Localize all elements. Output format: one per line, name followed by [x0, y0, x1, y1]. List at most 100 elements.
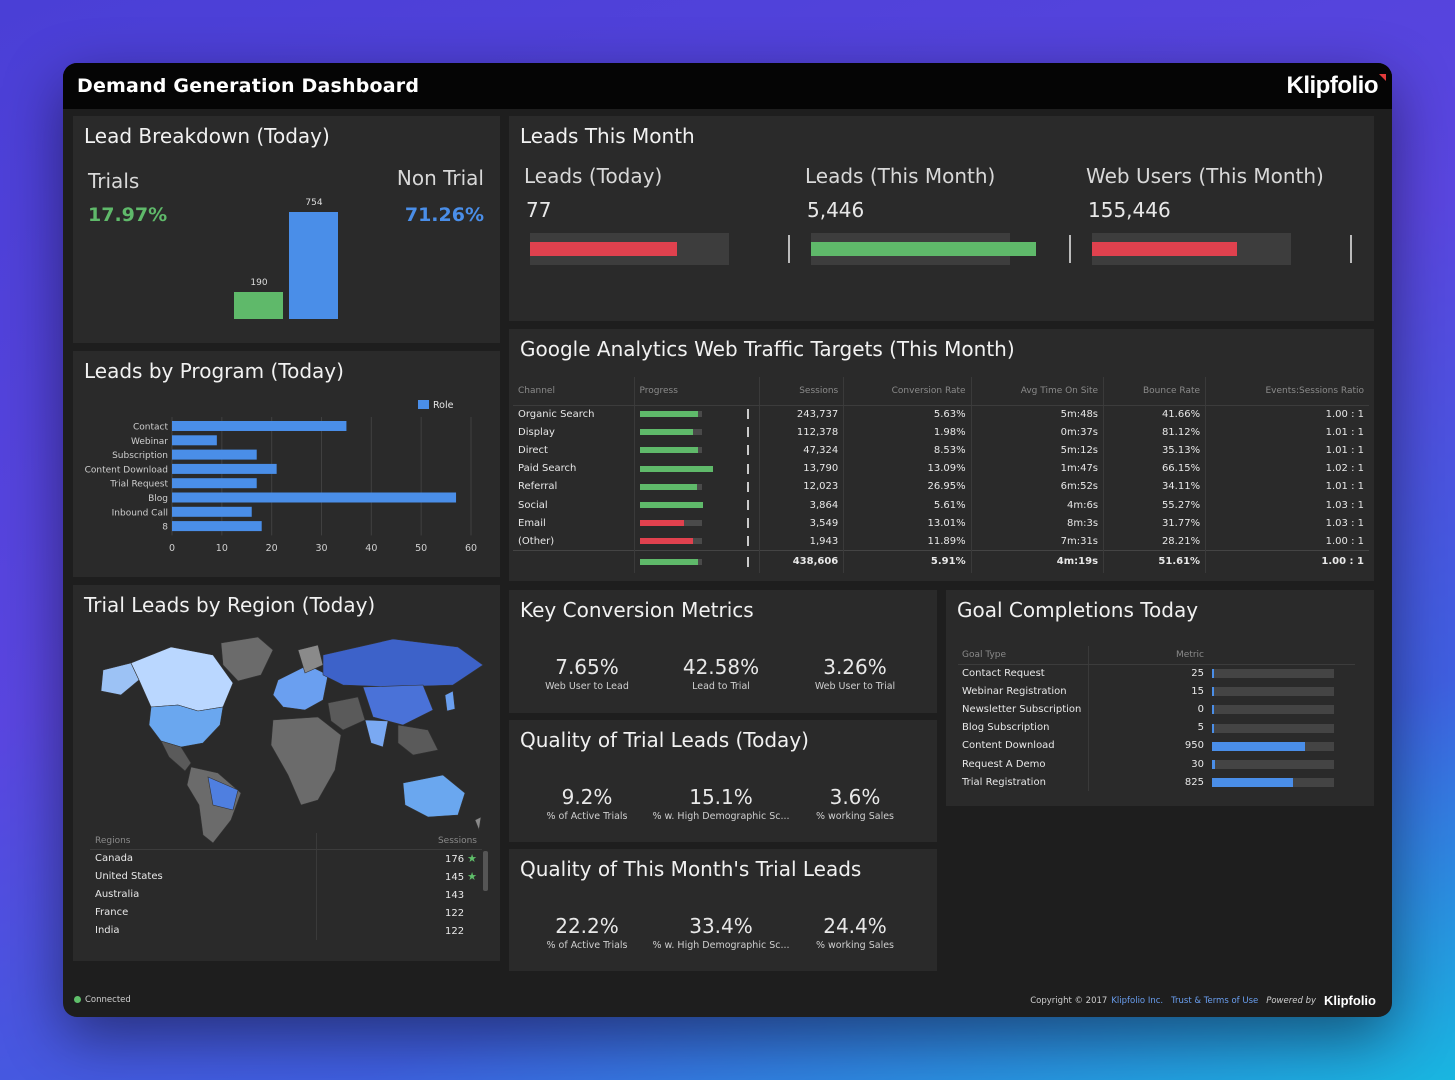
leads-metric-value: 77: [526, 198, 552, 222]
table-row[interactable]: Display 112,378 1.98% 0m:37s 81.12% 1.01 : 1: [513, 423, 1369, 442]
ratio-cell: 1.02 : 1: [1325, 463, 1364, 475]
map-region-australia[interactable]: [402, 774, 466, 818]
category-label: 8: [162, 523, 168, 533]
map-region-africa[interactable]: [270, 716, 342, 806]
program-bar[interactable]: [172, 435, 217, 446]
progress-cell: [634, 405, 760, 424]
region-sessions: 143: [445, 889, 465, 901]
col-header-bar: [1208, 646, 1355, 665]
category-label: Contact: [133, 423, 168, 433]
leads-by-program-panel: Leads by Program (Today) 0 10 20 30 40 50 60 Co…: [73, 351, 500, 577]
terms-link[interactable]: Trust & Terms of Use: [1171, 995, 1259, 1006]
col-header-avg-time[interactable]: Avg Time On Site: [971, 377, 1105, 406]
map-region-india[interactable]: [364, 719, 389, 748]
table-row[interactable]: (Other) 1,943 11.89% 7m:31s 28.21% 1.00 : 1: [513, 532, 1369, 551]
goal-bar-cell: [1208, 755, 1355, 773]
program-bar[interactable]: [172, 463, 277, 474]
table-row[interactable]: Paid Search 13,790 13.09% 1m:47s 66.15% 1.02 …: [513, 459, 1369, 478]
metric-value: 22.2%: [555, 914, 619, 938]
goal-bar-track: [1212, 669, 1334, 679]
table-row[interactable]: Request A Demo 30: [958, 754, 1355, 774]
col-header-bounce[interactable]: Bounce Rate: [1103, 377, 1207, 406]
map-region-europe[interactable]: [272, 664, 329, 711]
goal-bar-cell: [1208, 682, 1355, 700]
map-region-middle-east[interactable]: [327, 696, 366, 731]
table-row[interactable]: Newsletter Subscription 0: [958, 700, 1355, 719]
table-row[interactable]: Canada 176 ★: [90, 849, 482, 868]
col-header-sessions[interactable]: Sessions: [316, 833, 482, 850]
star-icon: ★: [467, 869, 477, 883]
table-row[interactable]: United States 145 ★: [90, 867, 482, 886]
table-row[interactable]: Blog Subscription 5: [958, 718, 1355, 737]
col-header-regions[interactable]: Regions: [90, 833, 317, 850]
map-region-new-zealand[interactable]: [474, 816, 482, 832]
map-region-japan[interactable]: [444, 690, 456, 712]
map-region-brazil[interactable]: [207, 776, 239, 811]
table-row[interactable]: Organic Search 243,737 5.63% 5m:48s 41.66% 1.…: [513, 405, 1369, 424]
program-bar[interactable]: [172, 492, 457, 503]
progress-bar: [639, 556, 750, 567]
program-bar[interactable]: [172, 421, 347, 431]
ratio-cell: 1.03 : 1: [1325, 499, 1364, 511]
ga-total-row[interactable]: 438,606 5.91% 4m:19s 51.61% 1.00 : 1: [513, 550, 1369, 573]
col-header-channel[interactable]: Channel: [513, 377, 635, 406]
channel-cell: (Other): [513, 532, 635, 551]
sessions-cell: 112,378: [759, 423, 845, 442]
table-row[interactable]: Email 3,549 13.01% 8m:3s 31.77% 1.03 : 1: [513, 514, 1369, 533]
progress-fill: [639, 558, 699, 565]
metric: 24.4% % working Sales: [785, 914, 925, 951]
region-sessions-cell: 145 ★: [316, 867, 482, 885]
lead-breakdown-bar[interactable]: [234, 292, 283, 319]
col-header-progress[interactable]: Progress: [634, 377, 760, 406]
program-bar[interactable]: [172, 521, 262, 532]
col-header-sessions[interactable]: Sessions: [759, 377, 845, 406]
map-region-alaska[interactable]: [100, 662, 140, 696]
channel-cell: Organic Search: [513, 405, 635, 424]
goal-bar-cell: [1208, 737, 1355, 755]
table-row[interactable]: Content Download 950: [958, 736, 1355, 755]
map-region-greenland[interactable]: [220, 636, 274, 682]
sessions-cell: 13,790: [759, 459, 845, 478]
program-bar[interactable]: [172, 478, 257, 489]
program-bar[interactable]: [172, 449, 257, 460]
table-row[interactable]: Trial Registration 825: [958, 773, 1355, 792]
progress-target-marker: [746, 481, 749, 492]
program-bar[interactable]: [172, 506, 252, 517]
map-region-united-states[interactable]: [148, 704, 224, 748]
col-header-goal-type[interactable]: Goal Type: [958, 646, 1089, 665]
table-row[interactable]: Webinar Registration 15: [958, 682, 1355, 701]
status-dot-icon: [74, 996, 81, 1003]
dashboard-title: Demand Generation Dashboard: [77, 75, 420, 97]
map-region-russia[interactable]: [322, 638, 484, 688]
leads-progress-fill: [811, 242, 1036, 256]
goal-bar: [1212, 704, 1334, 715]
table-row[interactable]: Direct 47,324 8.53% 5m:12s 35.13% 1.01 : 1: [513, 441, 1369, 460]
map-region-southeast-asia[interactable]: [397, 724, 439, 756]
sessions-cell: 243,737: [759, 405, 845, 424]
col-header-conversion[interactable]: Conversion Rate: [843, 377, 972, 406]
time-cell: 5m:12s: [971, 441, 1105, 460]
table-row[interactable]: Social 3,864 5.61% 4m:6s 55.27% 1.03 : 1: [513, 495, 1369, 515]
progress-cell: [634, 495, 760, 515]
world-map[interactable]: [73, 625, 500, 855]
bar-value-label: 190: [250, 278, 268, 289]
map-region-central-america[interactable]: [160, 740, 192, 772]
regions-scrollbar[interactable]: [483, 851, 488, 891]
col-header-ratio[interactable]: Events:Sessions Ratio: [1205, 377, 1369, 406]
col-header-metric[interactable]: Metric: [1088, 646, 1208, 665]
panel-title: Leads This Month: [520, 124, 695, 148]
company-link[interactable]: Klipfolio Inc.: [1111, 995, 1164, 1006]
quality-today-panel: Quality of Trial Leads (Today) 9.2% % of …: [509, 720, 937, 842]
time-cell: 7m:31s: [971, 532, 1105, 551]
regions-table: Regions Sessions Canada 176 ★ United States…: [90, 833, 482, 940]
table-row[interactable]: Referral 12,023 26.95% 6m:52s 34.11% 1.01 : 1: [513, 477, 1369, 496]
lead-breakdown-bar[interactable]: [289, 212, 338, 319]
table-row[interactable]: Contact Request 25: [958, 664, 1355, 683]
metric: 7.65% Web User to Lead: [517, 655, 657, 692]
goal-value: 0: [1197, 703, 1204, 715]
map-region-china[interactable]: [362, 684, 434, 726]
map-region-canada[interactable]: [130, 646, 234, 712]
